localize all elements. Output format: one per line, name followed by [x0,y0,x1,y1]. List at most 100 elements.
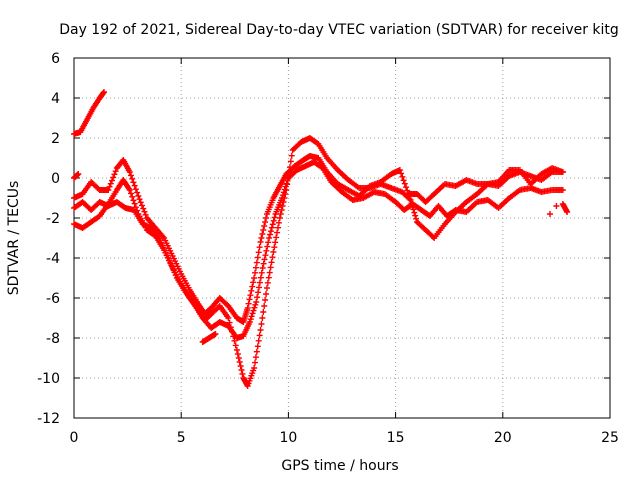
data-point [235,355,242,361]
data-point [413,215,420,222]
data-point [225,315,232,321]
data-point [258,269,265,276]
data-point [75,171,82,177]
data-point [127,172,134,179]
data-point [399,173,406,180]
data-point [251,365,258,371]
data-point [264,243,271,250]
data-point [412,212,419,219]
y-tick-label: -8 [46,331,60,347]
data-point [129,193,136,200]
x-tick-label: 10 [279,430,297,446]
data-point [212,331,219,337]
data-point [233,347,240,353]
data-point [257,274,264,281]
data-point [261,303,268,309]
data-point [254,343,261,350]
data-point [267,231,274,238]
data-point [271,214,278,221]
y-tick-label: 0 [51,171,60,187]
data-point [260,260,267,267]
data-point [262,219,269,225]
data-point [260,309,267,315]
data-point [265,274,272,281]
data-point [403,184,410,191]
data-point [284,177,291,184]
data-point [269,221,276,228]
data-point [169,263,176,270]
data-point [166,257,173,264]
data-point [256,244,263,251]
data-point [249,283,256,290]
data-point [401,180,408,187]
data-point [255,249,262,256]
data-point [398,170,405,177]
y-tick-labels: -12 -10 -8 -6 -4 -2 0 2 4 6 [37,51,60,427]
y-tick-label: 6 [51,51,60,67]
data-point [108,177,115,184]
data-point [130,179,137,186]
data-point [246,319,253,325]
data-point [404,187,411,194]
data-point [277,211,284,217]
data-point [564,209,571,215]
x-tick-label: 0 [70,430,79,446]
data-point [238,367,245,373]
data-point [131,200,138,207]
data-point [252,354,259,361]
y-tick-label: -4 [46,251,60,267]
data-point [126,187,133,193]
x-tick-label: 20 [494,430,512,446]
data-point [553,203,560,209]
data-point [137,199,144,206]
chart-title: Day 192 of 2021, Sidereal Day-to-day VTE… [59,22,619,38]
data-point [236,359,243,365]
data-point [273,234,280,241]
data-point [131,182,138,189]
data-point [263,291,270,297]
data-point [254,254,261,261]
data-point [546,211,553,217]
data-point [258,235,265,241]
data-point [252,301,259,308]
data-point [267,228,274,235]
data-point [129,175,136,182]
data-point [141,208,148,215]
data-point [261,256,268,263]
data-point [269,254,276,261]
data-point [135,193,142,199]
data-point [246,296,253,303]
data-point [282,183,289,190]
plot-frame [73,57,611,419]
data-point [247,292,254,299]
y-axis-label: SDTVAR / TECUs [6,181,22,296]
data-point [232,342,239,349]
data-point [274,229,281,236]
data-point [254,294,261,301]
data-point [259,315,266,321]
data-point [140,205,147,212]
data-point [237,363,244,369]
data-point [276,215,283,221]
x-tick-label: 5 [177,430,186,446]
grid [74,58,610,418]
data-point [260,227,267,233]
data-point [266,269,273,276]
y-tick-label: -10 [37,371,60,387]
data-point [270,217,277,224]
data-point [253,299,260,305]
data-point [172,272,179,279]
data-point [132,186,139,193]
data-point [274,224,281,231]
data-point [259,231,266,237]
data-point [270,249,277,255]
data-point [165,255,172,261]
data-point [255,284,262,291]
data-point [253,348,260,355]
data-point [268,224,275,231]
data-point [396,167,403,173]
data-points [71,89,571,389]
data-point [258,321,265,327]
axis-ticks [73,57,611,419]
data-point [259,265,266,271]
